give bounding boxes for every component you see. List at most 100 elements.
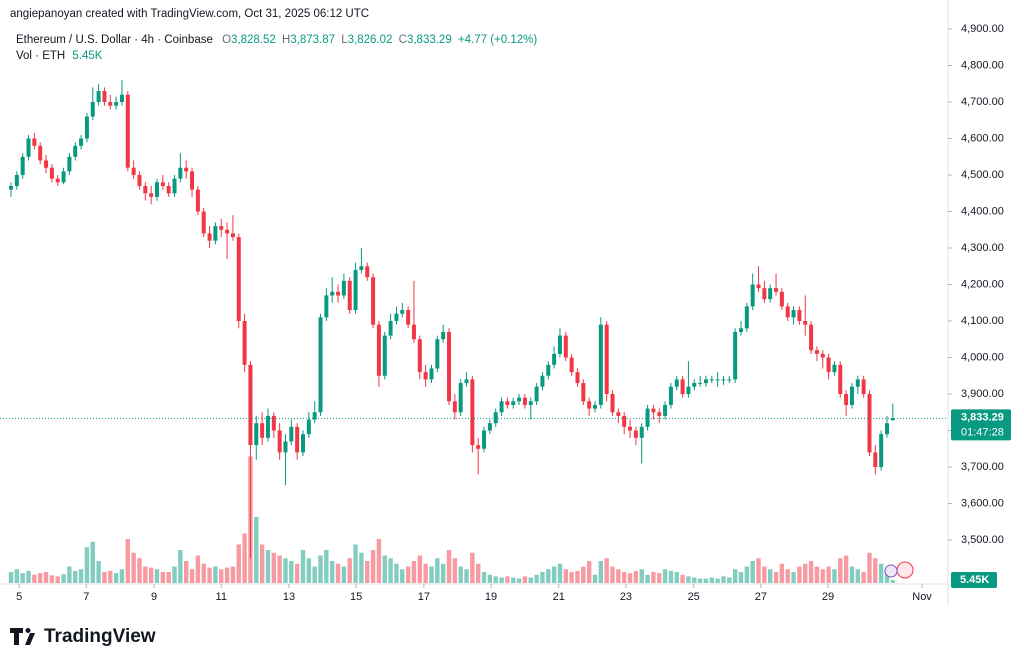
candle-body [14, 175, 19, 186]
volume-bar [435, 558, 440, 583]
volume-bar [411, 561, 417, 583]
change: +4.77 (+0.12%) [458, 34, 537, 46]
y-tick-label: 4,600.00 [961, 132, 1004, 144]
candle-body [692, 383, 697, 387]
volume-bar [207, 567, 212, 583]
candle-body [102, 91, 107, 103]
volume-bar [353, 544, 358, 583]
candle-body [511, 401, 516, 405]
volume-bar [125, 539, 130, 583]
volume-bar [668, 570, 674, 583]
last-price-label: 3,833.29 [961, 411, 1004, 423]
candle-body [119, 94, 124, 103]
volume-bar [884, 572, 890, 583]
x-tick-label: 29 [822, 591, 834, 603]
volume-bar [49, 575, 55, 583]
volume-bar [26, 570, 31, 583]
high-value: 3,873.87 [290, 34, 335, 46]
candle-body [207, 233, 212, 241]
volume-bar [289, 561, 294, 583]
candle-body [447, 331, 451, 402]
volume-bar [423, 563, 428, 583]
volume-bar [861, 572, 866, 583]
volume-bar [791, 572, 796, 583]
volume-bar [330, 561, 335, 583]
volume-bar [90, 541, 95, 583]
event-icon [896, 561, 914, 579]
logo-dot [25, 628, 31, 633]
candle-body [260, 423, 265, 438]
volume-bar [283, 558, 288, 583]
volume-bar [312, 566, 317, 583]
candle-body [522, 397, 527, 405]
candle-body [838, 364, 843, 395]
candle-body [441, 331, 446, 340]
volume-bar [166, 572, 171, 583]
candle-body [271, 415, 276, 431]
x-tick-label: 27 [755, 591, 767, 603]
candle-body [283, 441, 288, 453]
candle-body [435, 339, 440, 369]
volume-bar [528, 577, 533, 583]
candle-body [762, 288, 767, 300]
volume-bar [14, 569, 20, 583]
candle-body [557, 335, 562, 354]
candle-body [791, 310, 796, 318]
candle-body [861, 379, 866, 395]
candle-body [645, 408, 650, 427]
y-tick-label: 4,300.00 [961, 242, 1004, 254]
last-price-badge [951, 409, 1011, 441]
candle-body [803, 321, 808, 325]
volume-bar [680, 574, 685, 583]
candle-body [470, 379, 475, 446]
volume-bar [516, 578, 522, 583]
candle-body [540, 375, 545, 387]
volume-bar [686, 576, 691, 583]
volume-bar [335, 563, 341, 583]
candle-body [639, 426, 644, 438]
volume-bar [493, 576, 498, 583]
volume-bar [38, 573, 43, 583]
candle-body [44, 160, 49, 168]
candle-body [143, 185, 148, 194]
volume-bar [376, 539, 382, 583]
volume-bar [826, 566, 831, 583]
candle-body [826, 357, 831, 373]
volume-bar [476, 563, 481, 583]
candle-body [131, 167, 136, 176]
candle-body [505, 401, 510, 405]
volume-bar [797, 566, 802, 583]
high-label: H [282, 34, 290, 46]
candle-body [190, 171, 195, 190]
candle-body [371, 277, 376, 325]
x-tick-label: 17 [418, 591, 430, 603]
volume-bar [511, 577, 516, 583]
candle-body [423, 372, 428, 380]
candle-body [400, 310, 405, 314]
credit: angiepanoyan created with TradingView.co… [10, 8, 369, 20]
volume-bar [219, 569, 224, 583]
candle-body [622, 415, 627, 427]
candle-body [336, 291, 341, 296]
candle-body [406, 310, 411, 325]
volume-bar [365, 561, 370, 583]
candle-body [160, 182, 165, 186]
volume-bar [382, 555, 387, 583]
volume-bar [738, 572, 744, 583]
candle-body [756, 284, 761, 289]
candle-body [464, 379, 469, 384]
candle-body [9, 185, 13, 190]
candle-body [797, 310, 802, 322]
volume-bar [785, 569, 790, 583]
candle-body [779, 291, 784, 307]
volume-bar [67, 566, 72, 583]
x-tick-label: 21 [553, 591, 565, 603]
volume-bar [890, 580, 896, 583]
volume-bar [703, 578, 709, 583]
volume-bar [662, 569, 668, 583]
candle-body [528, 401, 533, 405]
volume-bar [645, 574, 650, 583]
volume-bar [622, 572, 627, 583]
volume-bar [598, 561, 604, 583]
volume-bar [300, 550, 306, 583]
